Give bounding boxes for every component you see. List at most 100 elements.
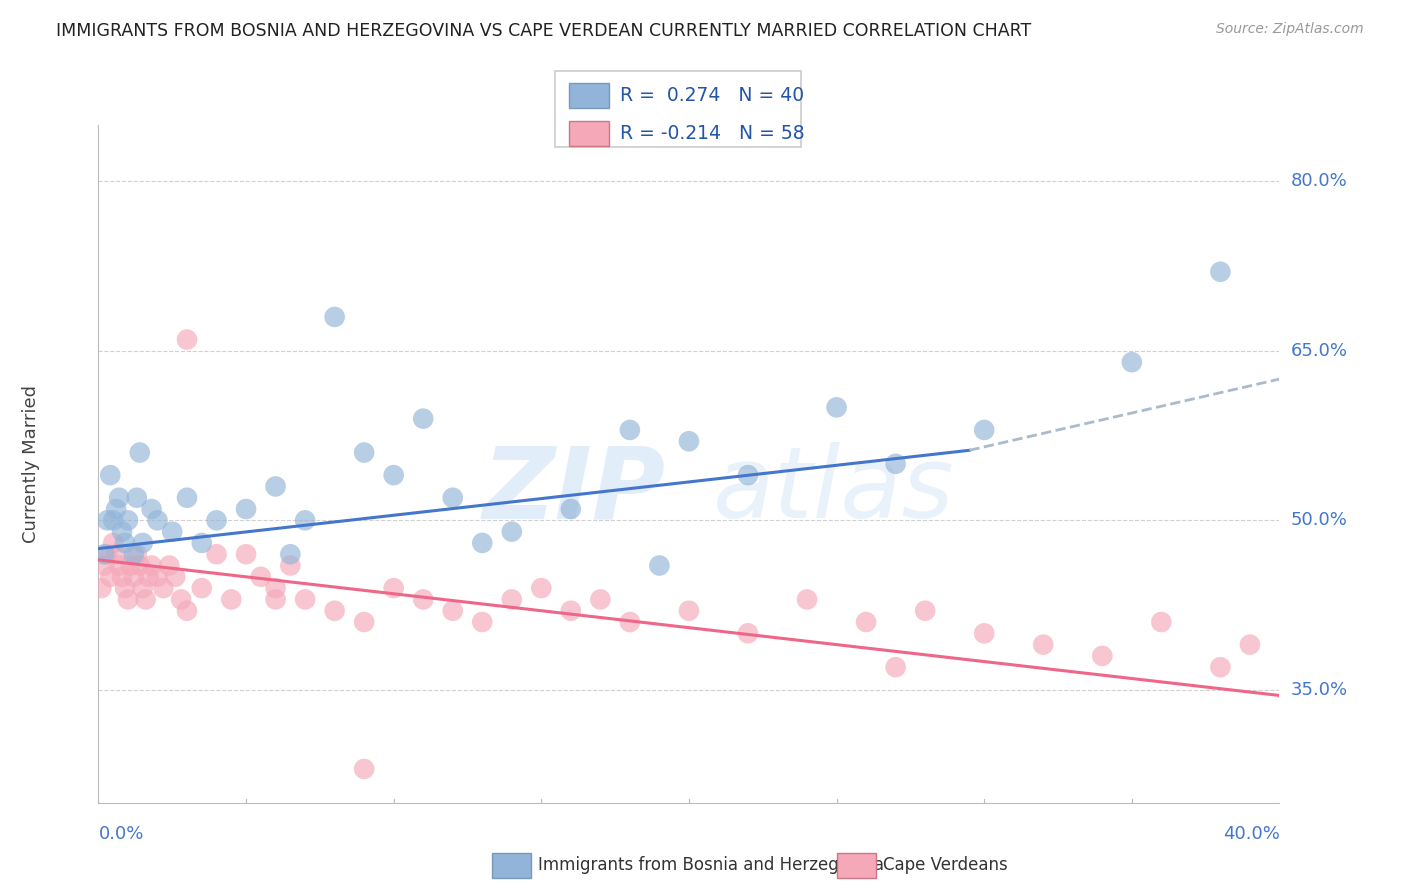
Point: [264, 479, 287, 493]
Text: 50.0%: 50.0%: [1291, 511, 1347, 529]
Point: [619, 423, 641, 437]
Point: [114, 536, 136, 550]
Point: [191, 581, 214, 595]
Point: [132, 536, 155, 550]
Point: [135, 592, 157, 607]
Point: [103, 536, 125, 550]
Point: [96, 513, 118, 527]
Point: [353, 615, 375, 629]
Point: [125, 547, 148, 561]
Text: Source: ZipAtlas.com: Source: ZipAtlas.com: [1216, 22, 1364, 37]
Text: Currently Married: Currently Married: [22, 384, 39, 543]
Point: [138, 570, 160, 584]
Point: [176, 491, 198, 505]
Point: [264, 592, 287, 607]
Point: [98, 468, 121, 483]
Point: [648, 558, 671, 573]
Point: [294, 592, 316, 607]
Point: [122, 547, 145, 561]
Point: [176, 333, 198, 347]
Point: [90, 581, 112, 595]
Point: [884, 660, 907, 674]
Point: [294, 513, 316, 527]
Text: 40.0%: 40.0%: [1223, 825, 1279, 843]
Point: [530, 581, 553, 595]
Point: [120, 558, 142, 573]
Point: [111, 570, 134, 584]
Point: [619, 615, 641, 629]
Point: [678, 434, 700, 449]
Text: Immigrants from Bosnia and Herzegovina: Immigrants from Bosnia and Herzegovina: [538, 856, 884, 874]
Point: [1121, 355, 1143, 369]
Point: [146, 513, 169, 527]
Point: [323, 604, 346, 618]
Point: [973, 626, 995, 640]
Point: [235, 502, 257, 516]
Text: R =  0.274   N = 40: R = 0.274 N = 40: [620, 87, 804, 105]
Point: [441, 604, 464, 618]
Point: [152, 581, 174, 595]
Point: [108, 558, 131, 573]
Point: [278, 558, 302, 573]
Point: [114, 581, 136, 595]
Point: [125, 491, 148, 505]
Point: [353, 762, 375, 776]
Point: [132, 581, 155, 595]
Point: [141, 502, 163, 516]
Point: [250, 570, 273, 584]
Point: [884, 457, 907, 471]
Point: [98, 570, 121, 584]
Point: [353, 445, 375, 459]
Point: [146, 570, 169, 584]
Text: 0.0%: 0.0%: [98, 825, 143, 843]
Point: [264, 581, 287, 595]
Point: [165, 570, 187, 584]
Point: [1239, 638, 1261, 652]
Point: [1091, 648, 1114, 663]
Point: [105, 502, 128, 516]
Point: [737, 626, 759, 640]
Point: [157, 558, 180, 573]
Point: [471, 536, 494, 550]
Text: R = -0.214   N = 58: R = -0.214 N = 58: [620, 124, 804, 143]
Text: 80.0%: 80.0%: [1291, 172, 1347, 190]
Point: [973, 423, 995, 437]
Point: [278, 547, 302, 561]
Point: [162, 524, 183, 539]
Point: [323, 310, 346, 324]
Point: [205, 513, 228, 527]
Point: [1209, 265, 1232, 279]
Text: 65.0%: 65.0%: [1291, 342, 1348, 359]
Text: IMMIGRANTS FROM BOSNIA AND HERZEGOVINA VS CAPE VERDEAN CURRENTLY MARRIED CORRELA: IMMIGRANTS FROM BOSNIA AND HERZEGOVINA V…: [56, 22, 1032, 40]
Point: [170, 592, 193, 607]
Point: [1150, 615, 1173, 629]
Point: [117, 513, 139, 527]
Text: Cape Verdeans: Cape Verdeans: [883, 856, 1008, 874]
Point: [128, 558, 150, 573]
Point: [471, 615, 494, 629]
Point: [117, 592, 139, 607]
Point: [678, 604, 700, 618]
Point: [93, 547, 115, 561]
Point: [1032, 638, 1054, 652]
Point: [441, 491, 464, 505]
Text: atlas: atlas: [713, 442, 955, 540]
Point: [589, 592, 612, 607]
Point: [105, 547, 128, 561]
Point: [235, 547, 257, 561]
Point: [176, 604, 198, 618]
Point: [103, 513, 125, 527]
Text: ZIP: ZIP: [482, 442, 665, 540]
Point: [219, 592, 242, 607]
Point: [382, 468, 405, 483]
Point: [855, 615, 877, 629]
Point: [111, 524, 134, 539]
Point: [560, 604, 582, 618]
Point: [122, 570, 145, 584]
Point: [796, 592, 818, 607]
Point: [93, 558, 115, 573]
Point: [501, 592, 523, 607]
Point: [412, 411, 434, 425]
Point: [825, 401, 848, 415]
Point: [191, 536, 214, 550]
